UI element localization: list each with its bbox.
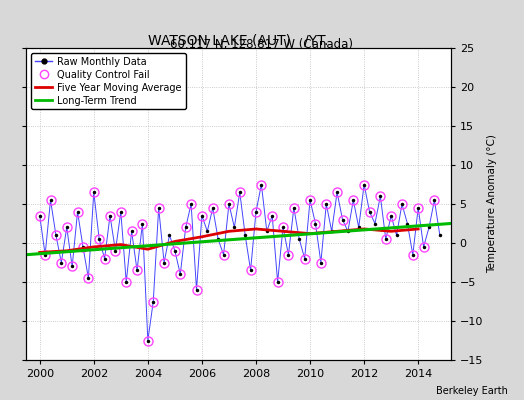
Text: Berkeley Earth: Berkeley Earth — [436, 386, 508, 396]
Legend: Raw Monthly Data, Quality Control Fail, Five Year Moving Average, Long-Term Tren: Raw Monthly Data, Quality Control Fail, … — [31, 53, 185, 109]
Text: 60.117 N, 128.817 W (Canada): 60.117 N, 128.817 W (Canada) — [170, 38, 354, 51]
Title: WATSON LAKE (AUT)   /YT.: WATSON LAKE (AUT) /YT. — [148, 34, 329, 48]
Y-axis label: Temperature Anomaly (°C): Temperature Anomaly (°C) — [487, 134, 497, 274]
